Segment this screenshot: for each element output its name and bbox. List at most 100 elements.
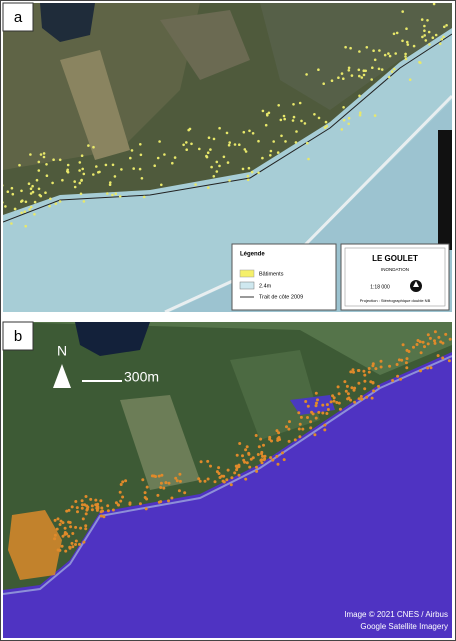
- building: [114, 192, 118, 195]
- building: [423, 24, 426, 28]
- building: [416, 339, 420, 342]
- building: [257, 139, 260, 143]
- building: [350, 74, 354, 77]
- building: [379, 365, 383, 369]
- building: [415, 343, 419, 346]
- building: [58, 200, 62, 203]
- field: [260, 3, 452, 110]
- building: [49, 197, 52, 201]
- building: [84, 524, 88, 528]
- building: [363, 373, 367, 377]
- building: [293, 438, 297, 442]
- building: [255, 469, 259, 473]
- building: [306, 404, 310, 408]
- building: [84, 527, 88, 531]
- building: [27, 182, 31, 185]
- building: [222, 155, 226, 159]
- building: [113, 175, 117, 178]
- building: [39, 194, 43, 198]
- building: [429, 366, 433, 370]
- scale-label: 300m: [124, 369, 159, 385]
- building: [295, 130, 298, 133]
- building: [359, 111, 362, 114]
- building: [190, 142, 193, 146]
- building: [405, 357, 409, 361]
- building: [29, 153, 32, 156]
- lake: [75, 322, 150, 356]
- building: [262, 458, 266, 462]
- building: [282, 458, 286, 462]
- building: [365, 46, 369, 49]
- building: [23, 210, 27, 213]
- building: [397, 358, 401, 362]
- building: [280, 134, 283, 138]
- building: [394, 52, 398, 55]
- building: [225, 478, 229, 482]
- building: [71, 532, 75, 535]
- building: [76, 510, 79, 514]
- building: [164, 481, 168, 485]
- building: [314, 404, 318, 408]
- field: [160, 10, 250, 80]
- building: [95, 506, 99, 510]
- building: [106, 509, 110, 513]
- building: [209, 464, 212, 468]
- building: [111, 193, 114, 197]
- map-title: LE GOULET: [372, 254, 418, 263]
- building: [358, 74, 361, 78]
- building: [357, 381, 361, 385]
- building: [316, 398, 319, 402]
- building: [24, 224, 28, 228]
- building: [332, 399, 336, 403]
- building: [248, 129, 251, 133]
- building: [158, 140, 161, 143]
- building: [292, 115, 296, 119]
- building: [268, 437, 272, 441]
- building: [78, 161, 82, 164]
- building: [401, 39, 404, 43]
- building: [42, 155, 46, 159]
- building: [244, 448, 248, 452]
- building: [395, 31, 399, 35]
- building: [138, 167, 142, 171]
- building: [185, 148, 188, 151]
- building: [284, 140, 287, 143]
- building: [314, 391, 318, 395]
- building: [217, 472, 221, 475]
- building: [353, 400, 357, 404]
- building: [84, 512, 88, 516]
- building: [269, 149, 273, 153]
- building: [405, 27, 408, 31]
- building: [33, 213, 36, 216]
- building: [225, 131, 229, 135]
- building: [309, 420, 313, 424]
- north-label: N: [57, 343, 67, 359]
- building: [29, 187, 33, 190]
- building: [173, 156, 177, 159]
- building: [175, 479, 179, 483]
- building: [243, 148, 247, 151]
- building: [352, 370, 355, 374]
- building: [74, 500, 78, 503]
- building: [323, 423, 327, 427]
- building: [74, 525, 78, 529]
- building: [340, 128, 344, 131]
- building: [421, 35, 424, 39]
- building: [198, 147, 201, 151]
- building: [74, 543, 77, 546]
- building: [53, 537, 57, 541]
- building: [56, 517, 60, 521]
- building: [360, 397, 364, 401]
- building: [242, 130, 246, 134]
- building: [344, 389, 348, 393]
- building: [325, 412, 329, 415]
- building: [351, 368, 355, 372]
- building: [250, 170, 254, 174]
- building: [235, 453, 239, 457]
- building: [170, 496, 174, 500]
- building: [222, 480, 226, 484]
- building: [310, 410, 314, 414]
- building: [116, 503, 120, 507]
- building: [370, 78, 374, 81]
- building: [159, 486, 163, 489]
